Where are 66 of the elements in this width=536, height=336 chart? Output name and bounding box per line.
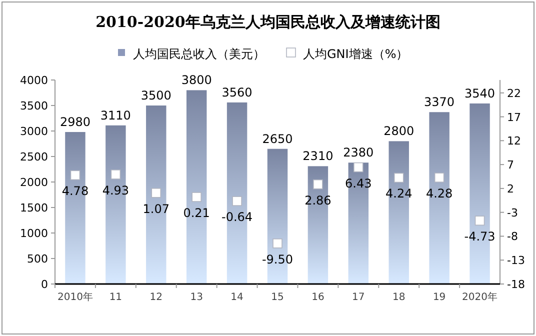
x-tick-label: 17 — [352, 292, 365, 303]
data-label: 2380 — [343, 146, 374, 160]
y-tick-label: 1000 — [20, 227, 48, 240]
y-tick-label: 0 — [41, 278, 48, 291]
x-tick-label: 2010年 — [58, 291, 93, 303]
legend-label: 人均GNI增速（%） — [303, 47, 408, 61]
data-label: -9.50 — [262, 252, 294, 266]
x-tick-label: 18 — [392, 292, 406, 303]
y-tick-label: 3500 — [20, 100, 48, 112]
y-tick-label: 2500 — [20, 150, 48, 164]
bar — [308, 166, 328, 284]
x-tick-label: 14 — [230, 292, 244, 303]
y-tick-label: 1500 — [20, 202, 48, 214]
data-label: 2310 — [302, 149, 334, 164]
point — [232, 196, 242, 206]
x-tick-label: 15 — [271, 292, 284, 303]
point — [272, 238, 282, 248]
data-label: 2980 — [60, 115, 90, 130]
point — [313, 179, 323, 190]
y-tick-label: 3000 — [20, 125, 48, 138]
x-tick-label: 19 — [432, 292, 446, 303]
data-label: 1.07 — [142, 202, 170, 216]
data-label: 2650 — [262, 132, 293, 146]
point — [192, 192, 202, 202]
data-label: 2800 — [384, 124, 414, 138]
legend-label: 人均国民总收入（美元） — [133, 47, 265, 61]
x-tick-label: 12 — [150, 292, 163, 303]
y2-tick-label: 7 — [507, 158, 514, 172]
point — [394, 172, 404, 183]
data-label: 3370 — [424, 95, 455, 110]
data-label: -4.73 — [464, 230, 496, 244]
data-label: 4.24 — [386, 186, 412, 201]
point — [151, 188, 162, 198]
point — [70, 170, 80, 180]
data-label: 4.78 — [62, 184, 89, 198]
y2-tick-label: 12 — [507, 134, 521, 148]
x-tick-label: 13 — [190, 292, 203, 303]
bar — [146, 106, 166, 284]
point — [354, 162, 364, 172]
bar — [186, 90, 207, 284]
data-label: 4.93 — [102, 183, 130, 198]
y-tick-label: 500 — [27, 252, 48, 266]
y2-tick-label: -3 — [507, 206, 518, 220]
data-label: 4.28 — [426, 186, 453, 201]
y2-tick-label: 22 — [507, 86, 521, 100]
y2-tick-label: -13 — [507, 254, 525, 268]
data-label: 0.21 — [183, 206, 210, 220]
y2-tick-label: -8 — [507, 230, 518, 244]
y-tick-label: 4000 — [20, 74, 48, 87]
y2-tick-label: 17 — [507, 110, 521, 124]
point — [474, 216, 485, 226]
data-label: 3560 — [222, 85, 252, 100]
y2-tick-label: 2 — [507, 182, 514, 196]
data-label: 3500 — [140, 88, 172, 102]
data-label: 3110 — [100, 108, 131, 122]
chart-title: 2010-2020年乌克兰人均国民总收入及增速统计图 — [96, 13, 440, 31]
y2-tick-label: -18 — [507, 278, 525, 291]
point — [434, 172, 444, 182]
x-tick-label: 11 — [109, 292, 122, 303]
data-label: 3540 — [464, 86, 496, 100]
x-tick-label: 2020年 — [462, 291, 498, 303]
point — [110, 170, 121, 180]
y-tick-label: 2000 — [20, 176, 48, 189]
x-tick-label: 16 — [312, 292, 324, 303]
data-label: 3800 — [181, 73, 212, 88]
data-label: -0.64 — [222, 210, 253, 224]
